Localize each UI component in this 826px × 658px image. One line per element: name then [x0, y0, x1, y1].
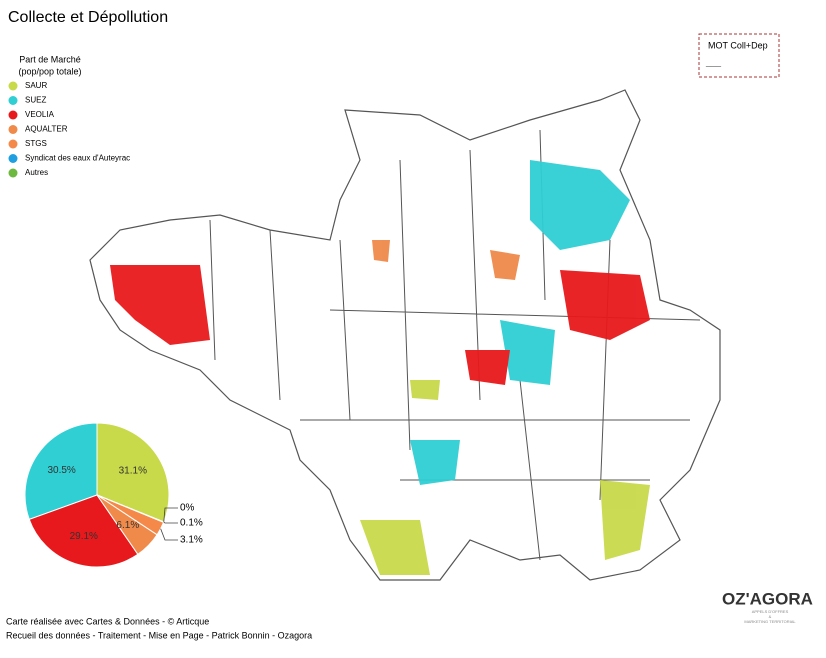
legend-swatch [8, 139, 18, 149]
pie-slice [28, 494, 139, 568]
pie-label: 31.1% [119, 465, 147, 476]
legend-swatch [8, 168, 18, 178]
pie-label: 0% [180, 503, 195, 514]
legend-label: Autres [25, 168, 48, 177]
map-area [600, 480, 650, 560]
map-area [560, 270, 650, 340]
pie-label: 0.1% [180, 518, 203, 529]
logo: OZ'AGORA [722, 589, 813, 608]
map-area [372, 240, 390, 262]
legend-title: Part de Marché [19, 54, 81, 64]
footer-line: Carte réalisée avec Cartes & Données - ©… [6, 616, 209, 626]
legend-label: AQUALTER [25, 125, 68, 134]
legend-title: (pop/pop totale) [18, 66, 81, 76]
legend-swatch [8, 81, 18, 91]
map-area [410, 380, 440, 400]
legend-label: STGS [25, 139, 47, 148]
logo-tagline: MARKETING TERRITORIAL [744, 619, 796, 624]
legend-label: SAUR [25, 81, 47, 90]
pie-slice [96, 494, 164, 523]
legend-swatch [8, 154, 18, 163]
department-borders [209, 129, 701, 561]
pie-label: 30.5% [47, 465, 75, 476]
legend-swatch [8, 125, 18, 134]
map-area [360, 520, 430, 575]
pie-label: 29.1% [70, 531, 98, 542]
legend-swatch [8, 96, 18, 105]
leader-line [160, 528, 178, 541]
map-legend-title: MOT Coll+Dep [708, 40, 768, 50]
pie: 31.1% 30.5% 29.1% 6.1% 3.1% 0.1% 0% [24, 422, 203, 568]
pie-label: 6.1% [116, 520, 139, 531]
leader-line [163, 507, 178, 522]
map-area [530, 160, 630, 250]
map-area [110, 265, 210, 345]
legend-label: VEOLIA [25, 110, 55, 119]
legend-label: SUEZ [25, 96, 46, 105]
map-legend-box [698, 33, 780, 78]
map-legend-line: ___ [705, 56, 722, 66]
leader-line [163, 521, 178, 524]
map-area [500, 320, 555, 385]
map-area [490, 250, 520, 280]
logo-tagline: APPELS D'OFFRES [752, 609, 789, 614]
map-areas [110, 160, 650, 575]
title: Collecte et Dépollution [8, 9, 168, 26]
map-area [465, 350, 510, 385]
pie-slice [24, 422, 98, 521]
logo-tagline: & [769, 614, 772, 619]
legend-label: Syndicat des eaux d'Auteyrac [25, 154, 130, 163]
map-area [410, 440, 460, 485]
footer-line: Recueil des données - Traitement - Mise … [6, 630, 312, 640]
pie-slice [96, 422, 170, 523]
legend-swatch [8, 110, 18, 120]
pie-label: 3.1% [180, 535, 203, 546]
legend: SAUR SUEZ VEOLIA AQUALTER STGS Syndicat des e… [8, 81, 130, 178]
